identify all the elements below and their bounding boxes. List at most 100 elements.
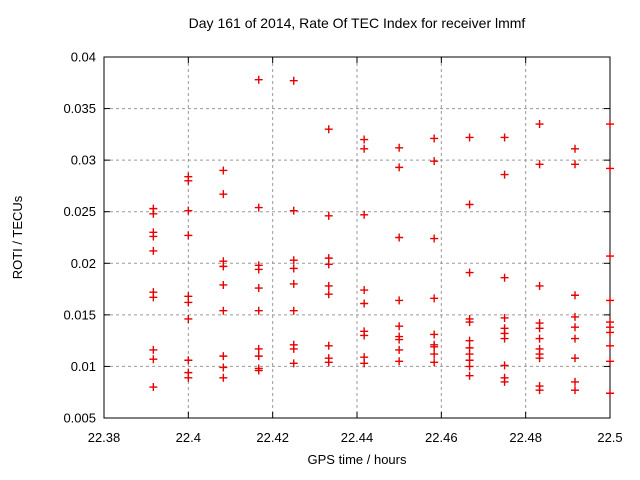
data-point-marker (254, 306, 263, 315)
data-point-marker (430, 342, 439, 351)
data-point-marker (500, 334, 509, 343)
data-point-marker (360, 286, 369, 295)
data-point-marker (500, 377, 509, 386)
data-point-marker (149, 355, 158, 364)
data-point-marker (395, 143, 404, 152)
data-point-marker (535, 334, 544, 343)
data-point-marker (219, 280, 228, 289)
y-tick-label: 0.035 (63, 101, 96, 116)
data-point-marker (324, 125, 333, 134)
data-point-marker (571, 160, 580, 169)
data-point-marker (500, 313, 509, 322)
data-point-marker (535, 386, 544, 395)
data-point-marker (254, 284, 263, 293)
data-point-marker (571, 291, 580, 300)
data-point-marker (324, 290, 333, 299)
data-point-marker (465, 200, 474, 209)
data-point-marker (254, 203, 263, 212)
data-point-marker (430, 294, 439, 303)
data-point-marker (289, 359, 298, 368)
x-tick-label: 22.46 (425, 430, 458, 445)
x-tick-label: 22.44 (341, 430, 374, 445)
data-point-marker (395, 233, 404, 242)
data-point-marker (535, 324, 544, 333)
y-axis-label: ROTI / TECUs (10, 195, 25, 279)
data-point-marker (535, 354, 544, 363)
data-point-marker (571, 144, 580, 153)
data-point-marker (254, 344, 263, 353)
data-point-marker (430, 330, 439, 339)
data-point-marker (500, 133, 509, 142)
y-tick-label: 0.02 (71, 256, 96, 271)
data-point-marker (184, 206, 193, 215)
data-point-marker (465, 336, 474, 345)
data-point-marker (289, 344, 298, 353)
data-point-marker (465, 318, 474, 327)
data-point-marker (535, 281, 544, 290)
data-point-marker (149, 345, 158, 354)
data-point-marker (184, 373, 193, 382)
data-point-marker (500, 170, 509, 179)
data-point-marker (289, 264, 298, 273)
data-point-marker (149, 209, 158, 218)
data-point-marker (430, 157, 439, 166)
data-point-marker (430, 134, 439, 143)
y-tick-label: 0.015 (63, 307, 96, 322)
data-point-marker (606, 389, 614, 398)
data-point-marker (149, 383, 158, 392)
data-point-marker (184, 176, 193, 185)
data-point-marker (430, 358, 439, 367)
data-point-marker (465, 371, 474, 380)
data-point-marker (289, 279, 298, 288)
x-tick-label: 22.4 (176, 430, 201, 445)
data-point-marker (606, 252, 614, 261)
data-point-marker (430, 234, 439, 243)
data-point-marker (465, 362, 474, 371)
y-tick-label: 0.005 (63, 411, 96, 426)
data-point-marker (606, 120, 614, 129)
data-point-marker (324, 260, 333, 269)
data-point-marker (360, 210, 369, 219)
data-point-marker (289, 256, 298, 265)
data-point-marker (219, 190, 228, 199)
data-point-marker (324, 211, 333, 220)
data-point-marker (606, 341, 614, 350)
data-point-marker (184, 356, 193, 365)
x-tick-label: 22.42 (256, 430, 289, 445)
data-point-marker (360, 331, 369, 340)
data-point-marker (289, 76, 298, 85)
data-point-marker (395, 335, 404, 344)
data-point-marker (606, 328, 614, 337)
data-point-marker (606, 164, 614, 173)
data-point-marker (465, 268, 474, 277)
y-tick-label: 0.04 (71, 50, 96, 65)
data-point-marker (289, 306, 298, 315)
data-point-marker (571, 334, 580, 343)
data-point-marker (149, 293, 158, 302)
data-point-marker (149, 246, 158, 255)
data-point-marker (219, 363, 228, 372)
data-point-marker (219, 306, 228, 315)
data-point-marker (395, 296, 404, 305)
data-point-marker (254, 352, 263, 361)
data-point-marker (254, 75, 263, 84)
data-point-marker (184, 231, 193, 240)
x-tick-label: 22.48 (509, 430, 542, 445)
data-point-marker (395, 357, 404, 366)
data-point-marker (571, 323, 580, 332)
data-point-marker (571, 354, 580, 363)
data-point-marker (500, 361, 509, 370)
y-tick-label: 0.01 (71, 359, 96, 374)
x-tick-label: 22.38 (88, 430, 121, 445)
data-point-marker (395, 345, 404, 354)
data-point-marker (571, 377, 580, 386)
data-point-marker (571, 386, 580, 395)
data-point-marker (535, 160, 544, 169)
data-point-marker (606, 357, 614, 366)
data-point-marker (360, 359, 369, 368)
data-point-marker (535, 120, 544, 129)
data-point-marker (430, 350, 439, 359)
data-point-marker (219, 352, 228, 361)
